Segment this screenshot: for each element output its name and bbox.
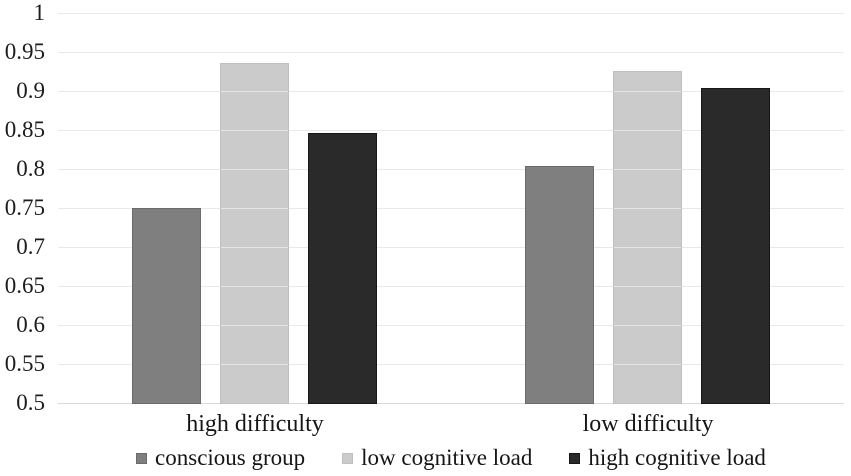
- gridline: [58, 286, 844, 287]
- y-axis-tick-label: 0.8: [16, 156, 45, 181]
- y-axis-tick-label: 0.95: [4, 39, 45, 64]
- gridline: [58, 91, 844, 92]
- y-axis-tick-label: 0.75: [4, 195, 45, 220]
- y-axis-tick-label: 0.55: [4, 351, 45, 376]
- legend-item-low-cognitive-load: low cognitive load: [342, 446, 532, 470]
- bar-conscious-group-high-difficulty: [132, 208, 201, 404]
- gridline: [58, 130, 844, 131]
- gridline: [58, 13, 844, 14]
- y-axis-tick-label: 0.7: [16, 234, 45, 259]
- x-axis-category-label: low difficulty: [582, 411, 714, 437]
- y-axis-tick-label: 0.5: [16, 390, 45, 415]
- gridline: [58, 364, 844, 365]
- legend-swatch: [136, 452, 148, 464]
- legend-item-conscious-group: conscious group: [136, 446, 305, 470]
- gridline: [58, 325, 844, 326]
- y-axis-tick-label: 0.65: [4, 273, 45, 298]
- gridline: [58, 247, 844, 248]
- legend-swatch: [569, 452, 581, 464]
- y-axis-tick-label: 0.6: [16, 312, 45, 337]
- legend: conscious group low cognitive load high co…: [58, 446, 844, 470]
- gridline: [58, 208, 844, 209]
- legend-label: high cognitive load: [588, 445, 766, 470]
- gridline: [58, 169, 844, 170]
- legend-item-high-cognitive-load: high cognitive load: [569, 446, 766, 470]
- bar-low-cognitive-load-high-difficulty: [220, 63, 289, 404]
- y-axis-tick-label: 0.85: [4, 117, 45, 142]
- legend-label: conscious group: [155, 445, 306, 470]
- x-axis-category-label: high difficulty: [186, 411, 324, 437]
- gridline: [58, 403, 844, 404]
- gridline: [58, 52, 844, 53]
- legend-label: low cognitive load: [361, 445, 533, 470]
- plot-area: [58, 13, 844, 404]
- legend-swatch: [342, 452, 354, 464]
- bar-low-cognitive-load-low-difficulty: [613, 71, 682, 404]
- bar-high-cognitive-load-high-difficulty: [308, 133, 377, 404]
- y-axis-tick-label: 1: [33, 0, 46, 25]
- y-axis-tick-label: 0.9: [16, 78, 45, 103]
- bar-conscious-group-low-difficulty: [525, 166, 594, 404]
- bar-high-cognitive-load-low-difficulty: [701, 88, 770, 404]
